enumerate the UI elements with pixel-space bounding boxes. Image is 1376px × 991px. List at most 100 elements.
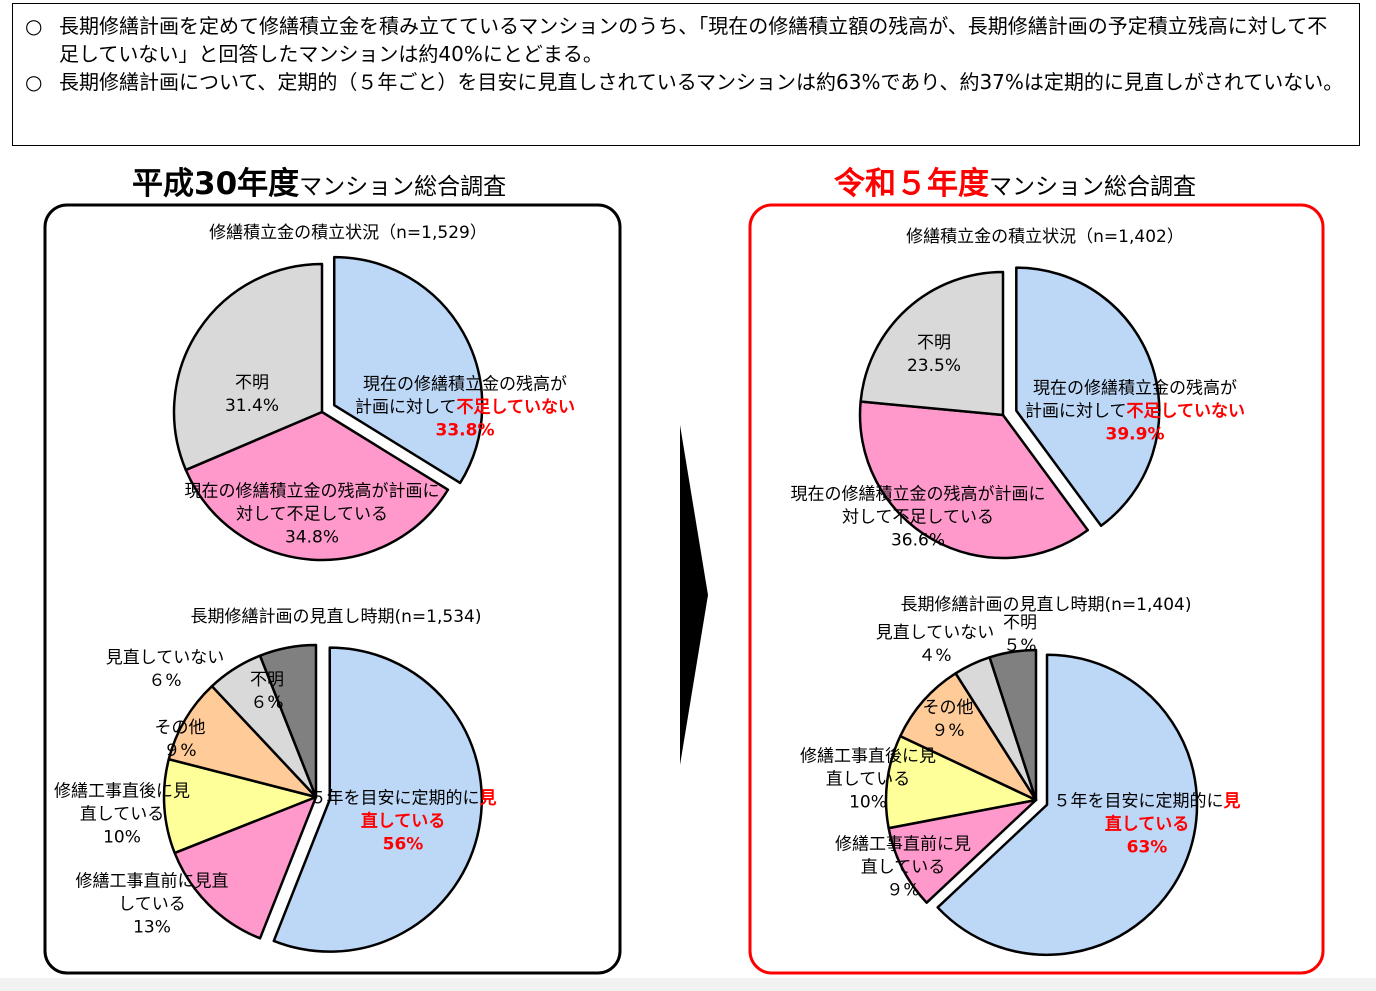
slice-label: 不明 ６% [237, 669, 297, 715]
value-label: 39.9% [1105, 424, 1165, 445]
panel-title-main: 令和５年度 [834, 166, 989, 202]
slice-label-text: 修繕工事直前に見直している [835, 834, 971, 878]
pie-slice [1015, 266, 1161, 528]
pie-slice [272, 646, 483, 953]
slice-label: 見直していない ４% [865, 622, 1005, 668]
chart-title-text: 修繕積立金の積立状況（n=1,529） [209, 223, 487, 243]
pie-slice [332, 255, 484, 485]
value-label: 56% [382, 834, 424, 855]
bullet-mark: ○ [25, 14, 43, 38]
value-label: ６% [250, 693, 284, 713]
pie-slice [899, 672, 1038, 802]
panel-title: 令和５年度マンション総合調査 [834, 158, 1196, 203]
value-label: ４% [918, 646, 952, 666]
value-label: 33.8% [435, 420, 495, 441]
pie-slice [858, 400, 1090, 560]
pie-slice [173, 795, 318, 940]
slice-label-text: 修繕工事直後に見直している [54, 781, 190, 825]
summary-box: ○ 長期修繕計画を定めて修繕積立金を積み立てているマンションのうち、「現在の修繕積… [12, 3, 1360, 146]
pie-slice [162, 757, 318, 855]
slice-label: その他 ９% [908, 697, 988, 743]
pie-slice [184, 410, 450, 562]
chart-title-text: 長期修繕計画の見直し時期(n=1,404) [900, 595, 1192, 615]
value-label: 13% [133, 917, 171, 938]
value-label: 36.6% [890, 530, 945, 551]
chart-title: 修繕積立金の積立状況（n=1,402） [906, 222, 1184, 247]
bullet-text: 長期修繕計画を定めて修繕積立金を積み立てているマンションのうち、「現在の修繕積立… [59, 14, 1328, 66]
slice-label-text: 現在の修繕積立金の残高が計画に対して [1025, 378, 1237, 422]
panel-title-main: 平成30年度 [132, 166, 300, 202]
slice-label-text: その他 [922, 698, 974, 718]
slice-label-text: 不明 [917, 333, 951, 353]
footer-strip [0, 978, 1376, 991]
slice-label-text: 見直している [1104, 791, 1241, 835]
pie-slice [887, 798, 1038, 904]
slice-label-text: ５年を目安に定期的に [1053, 791, 1224, 812]
slice-label-text: 現在の修繕積立金の残高が計画に対して不足している [184, 481, 440, 525]
slice-label: 不明 23.5% [884, 332, 984, 378]
slice-label-text: 見直していない [105, 648, 225, 668]
slice-label: 現在の修繕積立金の残高が計画に対して不足していない 39.9% [1025, 378, 1245, 447]
pie-slice [936, 653, 1199, 957]
slice-label-text: 見直している [360, 788, 497, 832]
slice-label-text: 不足していない [1126, 401, 1246, 422]
slice-label: ５年を目安に定期的に見直している 56% [303, 788, 503, 857]
pie-slice [859, 270, 1005, 417]
value-label: 31.4% [224, 396, 279, 416]
chart-title: 長期修繕計画の見直し時期(n=1,404) [901, 590, 1192, 615]
value-label: 23.5% [906, 356, 961, 376]
slice-label: 現在の修繕積立金の残高が計画に対して不足している 36.6% [788, 484, 1048, 553]
slice-label-text: 見直していない [875, 623, 995, 643]
pie-slice [884, 734, 1038, 830]
panel-frame [748, 203, 1325, 975]
panel-title: 平成30年度マンション総合調査 [132, 158, 506, 203]
slice-label: 修繕工事直前に見直している 13% [72, 871, 232, 940]
pie-slice [258, 643, 318, 799]
slice-label-text: 不明 [250, 670, 284, 690]
chart-title-text: 長期修繕計画の見直し時期(n=1,534) [190, 607, 482, 627]
slice-label-text: 修繕工事直前に見直している [75, 871, 229, 915]
slice-label-text: ５年を目安に定期的に [309, 788, 480, 809]
pie-slice [167, 684, 318, 799]
value-label: ９% [931, 721, 965, 741]
slice-label: 現在の修繕積立金の残高が計画に対して不足している 34.8% [182, 481, 442, 550]
pie-slice [988, 648, 1038, 802]
slice-label: 不明 ５% [990, 612, 1050, 658]
pie-slice [172, 262, 324, 472]
chart-title-text: 修繕積立金の積立状況（n=1,402） [906, 227, 1184, 247]
slice-label: 修繕工事直後に見直している 10% [52, 781, 192, 850]
chart-title: 修繕積立金の積立状況（n=1,529） [209, 218, 487, 243]
bullet: ○ 長期修繕計画を定めて修繕積立金を積み立てているマンションのうち、「現在の修繕積… [25, 12, 1347, 68]
slice-label-text: 不足していない [456, 397, 576, 418]
chart-title: 長期修繕計画の見直し時期(n=1,534) [191, 602, 482, 627]
slice-label-text: 不明 [235, 373, 269, 393]
bullet-mark: ○ [25, 70, 43, 94]
value-label: 10% [103, 827, 141, 848]
slice-label-text: 修繕工事直後に見直している [800, 746, 936, 790]
panel-frame [43, 203, 622, 975]
value-label: ９% [886, 880, 920, 901]
slice-label: その他 ９% [140, 717, 220, 763]
slice-label: 見直していない ６% [95, 647, 235, 693]
value-label: 10% [849, 792, 887, 813]
value-label: ５% [1003, 636, 1037, 656]
slice-label: 修繕工事直後に見直している 10% [798, 746, 938, 815]
slice-label-text: 不明 [1003, 613, 1037, 633]
slice-label-text: 現在の修繕積立金の残高が計画に対して不足している [790, 484, 1046, 528]
slice-label: 現在の修繕積立金の残高が計画に対して不足していない 33.8% [355, 374, 575, 443]
arrow [680, 425, 708, 765]
value-label: ６% [148, 671, 182, 691]
slice-label-text: その他 [154, 718, 206, 738]
panel-title-sub: マンション総合調査 [299, 174, 507, 200]
panel-title-sub: マンション総合調査 [989, 174, 1196, 200]
value-label: 63% [1126, 837, 1168, 858]
slice-label-text: 現在の修繕積立金の残高が計画に対して [355, 374, 567, 418]
value-label: 34.8% [284, 527, 339, 548]
slice-label: ５年を目安に定期的に見直している 63% [1047, 791, 1247, 860]
slice-label: 不明 31.4% [202, 372, 302, 418]
bullet: ○ 長期修繕計画について、定期的（５年ごと）を目安に見直しされているマンションは約… [25, 68, 1347, 96]
bullet-text: 長期修繕計画について、定期的（５年ごと）を目安に見直しされているマンションは約6… [59, 70, 1344, 94]
value-label: ９% [163, 741, 197, 761]
